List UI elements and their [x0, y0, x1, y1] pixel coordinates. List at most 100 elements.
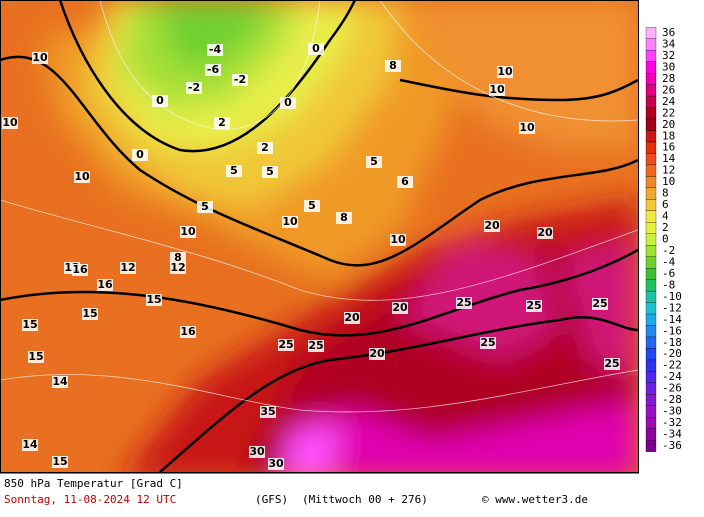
contour-label: 15	[22, 318, 37, 331]
legend-swatch	[645, 27, 657, 39]
label-box	[369, 348, 385, 360]
contour-label: 10	[74, 170, 90, 183]
legend-swatch	[645, 268, 657, 280]
legend-swatch	[645, 417, 657, 429]
footer-title: 850 hPa Temperatur [Grad C]	[4, 477, 183, 490]
legend-label: -16	[662, 324, 682, 337]
legend-swatch	[645, 222, 657, 234]
legend-label: 0	[662, 233, 669, 246]
legend-label: -30	[662, 405, 682, 418]
contour-label: 25	[308, 339, 323, 352]
contour-label: 14	[52, 375, 68, 388]
contour-label: 25	[592, 297, 607, 310]
contour-label: 0	[284, 96, 292, 109]
legend-swatch	[645, 313, 657, 326]
label-box	[278, 339, 294, 351]
label-box	[526, 300, 542, 312]
label-box	[304, 200, 320, 212]
contour-label: 10	[32, 51, 48, 64]
label-box	[480, 337, 496, 349]
contour-label: 20	[537, 226, 553, 239]
label-box	[537, 227, 553, 239]
legend-swatch	[645, 107, 657, 120]
legend-swatch	[645, 233, 657, 246]
legend-swatch	[645, 153, 657, 166]
contour-label: 10	[2, 116, 18, 129]
label-box	[205, 64, 221, 76]
legend-label: 30	[662, 60, 675, 73]
legend-swatch	[645, 141, 657, 154]
contour-label: -2	[188, 81, 200, 94]
legend-swatch	[645, 359, 657, 372]
label-box	[170, 262, 186, 274]
legend-swatch	[645, 440, 657, 452]
label-box	[28, 351, 44, 363]
contour-label: 20	[484, 219, 500, 232]
contour-label: 25	[526, 299, 541, 312]
legend-label: 12	[662, 164, 675, 177]
legend-swatch	[645, 38, 657, 51]
label-box	[484, 220, 500, 232]
contour-label: 25	[604, 357, 619, 370]
legend-label: -32	[662, 416, 682, 429]
legend-swatch	[645, 61, 657, 74]
legend-swatch	[645, 371, 657, 384]
contour-label: 6	[401, 175, 409, 188]
contour-label: -2	[234, 73, 246, 86]
legend-swatch	[645, 176, 657, 189]
legend-label: -2	[662, 244, 675, 257]
legend-label: 4	[662, 210, 669, 223]
contour-label: 10	[390, 233, 406, 246]
label-box	[268, 458, 284, 470]
isotherms	[0, 0, 638, 413]
contour-label: 15	[82, 307, 97, 320]
legend-label: 34	[662, 37, 676, 50]
label-box	[497, 66, 513, 78]
contour-label: 30	[249, 445, 265, 458]
contour-label: 5	[230, 164, 238, 177]
legend-label: -20	[662, 347, 682, 360]
label-box	[2, 117, 18, 129]
label-box	[385, 60, 401, 72]
legend-label: 22	[662, 106, 675, 119]
legend-swatch	[645, 325, 657, 338]
legend-label: -6	[662, 267, 675, 280]
contour-label: 10	[180, 225, 196, 238]
label-box	[120, 262, 136, 274]
label-box	[197, 201, 213, 213]
label-box	[170, 252, 186, 264]
contour-label: 5	[308, 199, 316, 212]
contour-label: 25	[278, 338, 293, 351]
label-box	[257, 142, 273, 154]
legend-label: -12	[662, 301, 682, 314]
label-box	[207, 44, 223, 56]
color-legend: 363432302826242220181614121086420-2-4-6-…	[645, 26, 682, 452]
legend-label: -34	[662, 428, 682, 441]
legend-label: 28	[662, 72, 675, 85]
legend-swatch	[645, 50, 657, 62]
legend-swatch	[645, 187, 657, 200]
contour-label: 25	[480, 336, 495, 349]
legend-swatch	[645, 382, 657, 395]
legend-label: -28	[662, 393, 682, 406]
contour-label: 8	[340, 211, 348, 224]
label-box	[186, 82, 202, 94]
contour-labels: 10 10 10 10 10 0 0 0 0 2 2 -2 -2 -4 -6 5 5 5 5 5 6 8 8 8 10 10 10 1…	[2, 42, 620, 470]
contour-label: 12	[120, 261, 135, 274]
legend-swatch	[645, 405, 657, 418]
label-box	[146, 294, 162, 306]
contour-label: 14	[22, 438, 38, 451]
legend-label: 18	[662, 129, 675, 142]
label-box	[226, 165, 242, 177]
legend-label: 16	[662, 141, 675, 154]
label-box	[489, 84, 505, 96]
label-box	[456, 297, 472, 309]
legend-swatch	[645, 336, 657, 349]
legend-label: 20	[662, 118, 675, 131]
label-box	[97, 279, 113, 291]
legend-label: -8	[662, 278, 675, 291]
label-box	[397, 176, 413, 188]
label-box	[232, 74, 248, 86]
contour-label: 30	[268, 457, 284, 470]
